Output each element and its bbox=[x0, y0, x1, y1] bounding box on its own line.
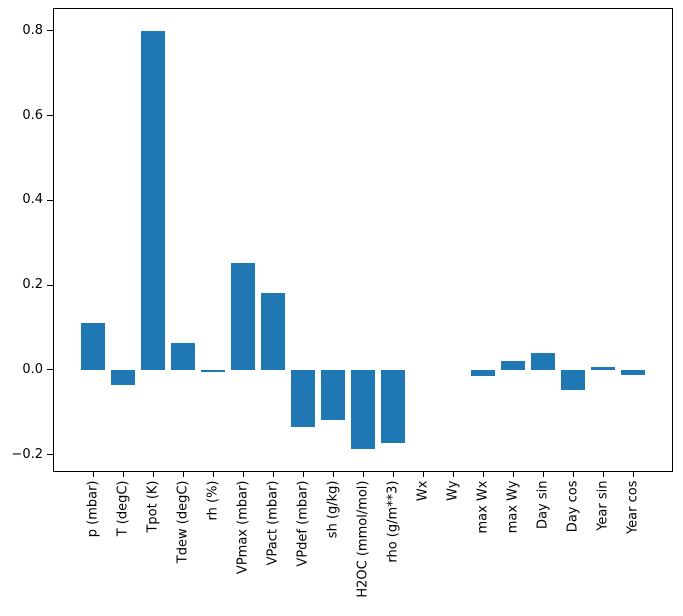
x-tick-label-h2oc-mmol-mol: H2OC (mmol/mol) bbox=[355, 480, 371, 598]
y-tick-label-0_2: 0.2 bbox=[22, 277, 43, 293]
bar-vpdef-mbar bbox=[291, 369, 315, 428]
bar-max-wx bbox=[471, 369, 495, 377]
y-tick-label-0: 0.0 bbox=[22, 361, 43, 377]
y-tick-mark bbox=[47, 199, 53, 201]
x-tick-mark bbox=[483, 472, 484, 477]
x-tick-mark bbox=[513, 472, 514, 477]
x-tick-mark bbox=[213, 472, 214, 477]
x-tick-label-tdew-degc: Tdew (degC) bbox=[175, 480, 191, 564]
x-tick-label-day-cos: Day cos bbox=[565, 480, 581, 533]
y-tick-mark bbox=[47, 454, 53, 456]
x-tick-mark bbox=[603, 472, 604, 477]
x-tick-mark bbox=[243, 472, 244, 477]
x-tick-label-rho-g-m-3: rho (g/m**3) bbox=[385, 480, 401, 563]
x-tick-mark bbox=[333, 472, 334, 477]
x-tick-mark bbox=[633, 472, 634, 477]
x-tick-label-wy: Wy bbox=[445, 480, 461, 501]
bar-day-sin bbox=[531, 352, 555, 370]
x-tick-mark bbox=[123, 472, 124, 477]
x-tick-mark bbox=[453, 472, 454, 477]
x-tick-label-rh: rh (%) bbox=[205, 480, 221, 521]
x-tick-label-vpact-mbar: VPact (mbar) bbox=[265, 480, 281, 566]
bar-h2oc-mmol-mol bbox=[351, 369, 375, 449]
bar-tpot-k bbox=[141, 30, 165, 370]
x-tick-label-p-mbar: p (mbar) bbox=[85, 480, 101, 538]
x-tick-label-vpmax-mbar: VPmax (mbar) bbox=[235, 480, 251, 575]
bar-vpmax-mbar bbox=[231, 263, 255, 370]
x-tick-mark bbox=[573, 472, 574, 477]
x-tick-label-year-cos: Year cos bbox=[625, 480, 641, 535]
x-tick-mark bbox=[93, 472, 94, 477]
bar-sh-g-kg bbox=[321, 369, 345, 421]
y-tick-mark bbox=[47, 369, 53, 371]
y-tick-label-0_4: 0.4 bbox=[22, 192, 43, 208]
bar-rh bbox=[201, 369, 225, 372]
bar-vpact-mbar bbox=[261, 292, 285, 370]
bar-rho-g-m-3 bbox=[381, 369, 405, 444]
bar-max-wy bbox=[501, 360, 525, 370]
y-tick-mark bbox=[47, 284, 53, 286]
x-tick-mark bbox=[183, 472, 184, 477]
y-tick-label-0_8: 0.8 bbox=[22, 22, 43, 38]
x-tick-label-max-wx: max Wx bbox=[475, 480, 491, 534]
y-tick-label-0_6: 0.6 bbox=[22, 107, 43, 123]
x-tick-mark bbox=[423, 472, 424, 477]
y-tick-mark bbox=[47, 115, 53, 117]
bar-day-cos bbox=[561, 369, 585, 391]
x-tick-label-vpdef-mbar: VPdef (mbar) bbox=[295, 480, 311, 567]
x-tick-label-year-sin: Year sin bbox=[595, 480, 611, 531]
x-tick-mark bbox=[543, 472, 544, 477]
x-tick-label-day-sin: Day sin bbox=[535, 480, 551, 529]
x-tick-mark bbox=[363, 472, 364, 477]
bar-p-mbar bbox=[81, 322, 105, 370]
x-tick-mark bbox=[393, 472, 394, 477]
bar-year-sin bbox=[591, 367, 615, 370]
x-tick-label-wx: Wx bbox=[415, 480, 431, 502]
y-tick-mark bbox=[47, 30, 53, 32]
bar-tdew-degc bbox=[171, 343, 195, 370]
x-tick-label-max-wy: max Wy bbox=[505, 480, 521, 534]
bar-year-cos bbox=[621, 369, 645, 376]
x-tick-label-sh-g-kg: sh (g/kg) bbox=[325, 480, 341, 539]
x-tick-mark bbox=[153, 472, 154, 477]
x-tick-label-t-degc: T (degC) bbox=[115, 480, 131, 537]
x-tick-mark bbox=[273, 472, 274, 477]
bar-t-degc bbox=[111, 369, 135, 386]
x-tick-mark bbox=[303, 472, 304, 477]
y-tick-label-neg0_2: −0.2 bbox=[11, 446, 43, 462]
x-tick-label-tpot-k: Tpot (K) bbox=[145, 480, 161, 533]
